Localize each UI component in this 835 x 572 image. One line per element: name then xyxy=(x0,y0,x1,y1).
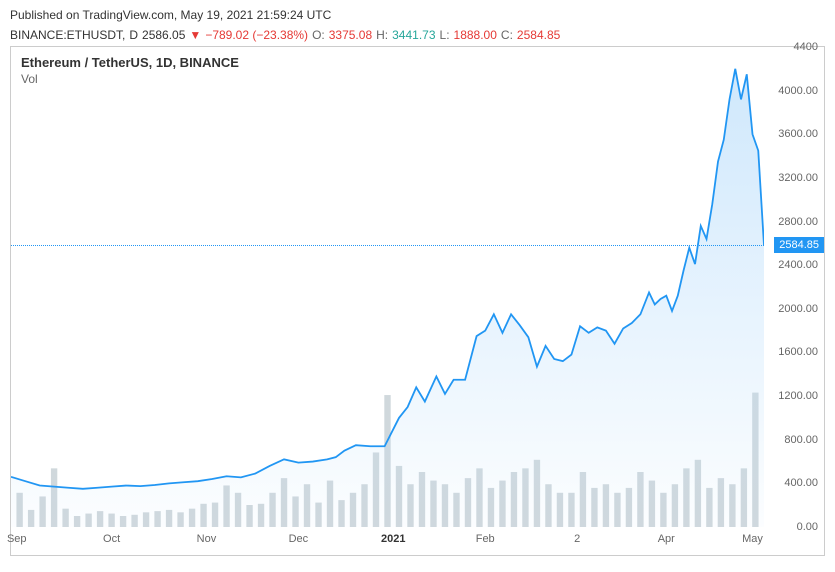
publish-header: Published on TradingView.com, May 19, 20… xyxy=(0,0,835,26)
y-tick: 2400.00 xyxy=(778,259,818,271)
y-tick: 1200.00 xyxy=(778,390,818,402)
y-tick: 3200.00 xyxy=(778,172,818,184)
chart-svg xyxy=(11,47,764,527)
y-tick: 2800.00 xyxy=(778,216,818,228)
y-tick: 4400 xyxy=(794,41,818,53)
down-arrow-icon: ▼ xyxy=(189,28,201,42)
close-label: C: xyxy=(501,28,513,42)
x-tick: 2021 xyxy=(381,533,405,545)
price-change: −789.02 (−23.38%) xyxy=(205,28,308,42)
open-value: 3375.08 xyxy=(329,28,372,42)
chart-subtitle: Vol xyxy=(21,72,239,86)
open-label: O: xyxy=(312,28,325,42)
x-tick: May xyxy=(742,533,763,545)
x-axis: SepOctNovDec2021Feb2AprMay xyxy=(11,527,764,555)
close-value: 2584.85 xyxy=(517,28,560,42)
x-tick: Apr xyxy=(658,533,675,545)
symbol: BINANCE:ETHUSDT, xyxy=(10,28,125,42)
low-label: L: xyxy=(440,28,450,42)
chart-title: Ethereum / TetherUS, 1D, BINANCE xyxy=(21,55,239,70)
current-price-badge: 2584.85 xyxy=(774,237,824,253)
y-tick: 2000.00 xyxy=(778,303,818,315)
x-tick: Oct xyxy=(103,533,120,545)
current-price-line xyxy=(11,245,764,246)
high-label: H: xyxy=(376,28,388,42)
y-tick: 800.00 xyxy=(784,434,818,446)
y-tick: 4000.00 xyxy=(778,85,818,97)
low-value: 1888.00 xyxy=(454,28,497,42)
x-tick: Sep xyxy=(7,533,27,545)
x-tick: 2 xyxy=(574,533,580,545)
y-axis: 0.00400.00800.001200.001600.002000.00240… xyxy=(764,47,824,527)
x-tick: Nov xyxy=(197,533,217,545)
chart-plot-area[interactable] xyxy=(11,47,764,527)
x-tick: Feb xyxy=(476,533,495,545)
y-tick: 0.00 xyxy=(797,521,818,533)
ohlc-info-bar: BINANCE:ETHUSDT, D 2586.05 ▼ −789.02 (−2… xyxy=(0,26,835,44)
last-price: 2586.05 xyxy=(142,28,185,42)
y-tick: 1600.00 xyxy=(778,346,818,358)
chart-title-block: Ethereum / TetherUS, 1D, BINANCE Vol xyxy=(21,55,239,86)
y-tick: 3600.00 xyxy=(778,128,818,140)
y-tick: 400.00 xyxy=(784,477,818,489)
high-value: 3441.73 xyxy=(392,28,435,42)
x-tick: Dec xyxy=(289,533,309,545)
chart-container[interactable]: Ethereum / TetherUS, 1D, BINANCE Vol 258… xyxy=(10,46,825,556)
interval: D xyxy=(129,28,138,42)
